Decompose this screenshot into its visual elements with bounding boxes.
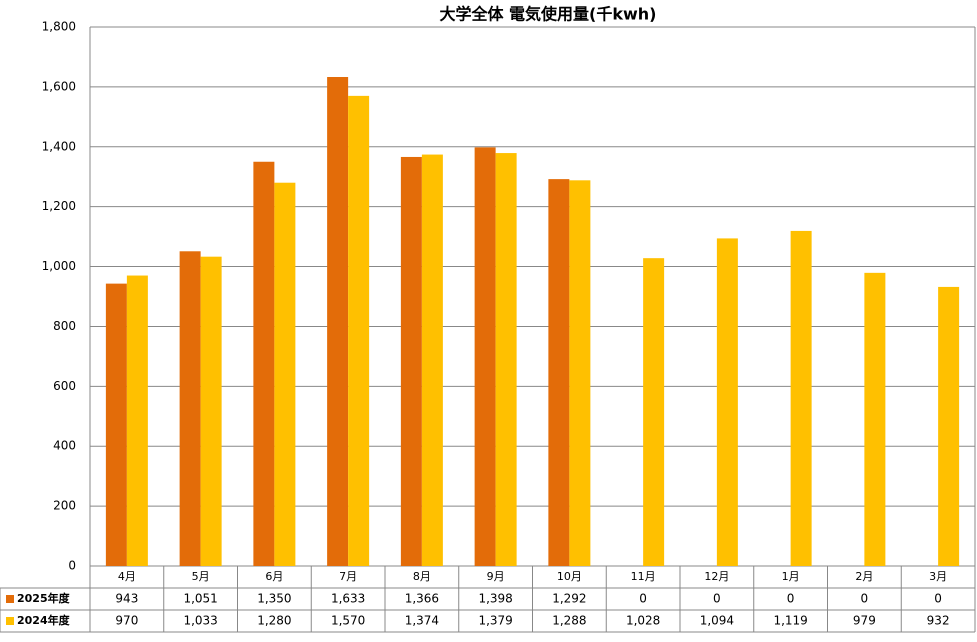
x-tick-label: 12月 <box>704 570 729 583</box>
x-tick-label: 5月 <box>192 570 210 583</box>
table-value: 1,350 <box>257 592 291 606</box>
y-tick-label: 1,400 <box>42 139 76 153</box>
x-tick-label: 4月 <box>118 570 136 583</box>
y-tick-label: 0 <box>68 559 76 573</box>
bar <box>348 95 370 566</box>
x-tick-label: 8月 <box>413 570 431 583</box>
table-value: 0 <box>861 592 869 606</box>
bar <box>200 256 222 566</box>
table-value: 1,094 <box>700 614 734 628</box>
bar <box>274 182 296 566</box>
table-value: 1,292 <box>552 592 586 606</box>
y-tick-label: 200 <box>53 499 76 513</box>
bar <box>548 179 570 566</box>
legend-label: 2024年度 <box>17 613 71 627</box>
x-tick-label: 10月 <box>557 570 582 583</box>
table-value: 0 <box>639 592 647 606</box>
legend-swatch <box>6 595 14 603</box>
y-tick-label: 1,600 <box>42 79 76 93</box>
bar <box>105 283 127 566</box>
bar <box>421 154 443 566</box>
chart-title: 大学全体 電気使用量(千kwh) <box>439 5 656 24</box>
bar <box>474 147 496 567</box>
x-tick-label: 6月 <box>265 570 283 583</box>
bar <box>643 258 665 566</box>
table-value: 1,051 <box>183 592 217 606</box>
bar <box>126 275 148 566</box>
table-value: 1,119 <box>773 614 807 628</box>
y-tick-label: 400 <box>53 439 76 453</box>
legend-swatch <box>6 617 14 625</box>
table-value: 1,374 <box>405 614 439 628</box>
table-value: 1,033 <box>183 614 217 628</box>
table-value: 1,280 <box>257 614 291 628</box>
table-value: 1,398 <box>478 592 512 606</box>
table-value: 1,288 <box>552 614 586 628</box>
x-tick-label: 9月 <box>487 570 505 583</box>
x-tick-label: 11月 <box>631 570 656 583</box>
y-tick-label: 1,800 <box>42 20 76 34</box>
bar <box>400 156 422 566</box>
x-tick-label: 1月 <box>782 570 800 583</box>
table-value: 1,570 <box>331 614 365 628</box>
table-value: 1,366 <box>405 592 439 606</box>
table-value: 0 <box>934 592 942 606</box>
legend-label: 2025年度 <box>17 591 71 605</box>
x-tick-label: 3月 <box>929 570 947 583</box>
table-value: 970 <box>115 614 138 628</box>
table-value: 0 <box>787 592 795 606</box>
y-tick-label: 800 <box>53 319 76 333</box>
table-value: 932 <box>927 614 950 628</box>
bar <box>569 180 591 566</box>
y-tick-label: 1,200 <box>42 199 76 213</box>
x-tick-label: 7月 <box>339 570 357 583</box>
table-value: 0 <box>713 592 721 606</box>
x-tick-label: 2月 <box>855 570 873 583</box>
table-value: 943 <box>115 592 138 606</box>
bar <box>179 251 201 567</box>
bar <box>327 77 349 566</box>
y-tick-label: 1,000 <box>42 259 76 273</box>
bar <box>938 286 960 566</box>
table-value: 1,028 <box>626 614 660 628</box>
y-tick-label: 600 <box>53 379 76 393</box>
bar <box>864 272 886 566</box>
bar <box>495 153 517 567</box>
bar <box>716 238 738 566</box>
bar <box>790 230 812 566</box>
table-value: 1,379 <box>478 614 512 628</box>
table-value: 979 <box>853 614 876 628</box>
bar <box>253 161 275 566</box>
table-value: 1,633 <box>331 592 365 606</box>
